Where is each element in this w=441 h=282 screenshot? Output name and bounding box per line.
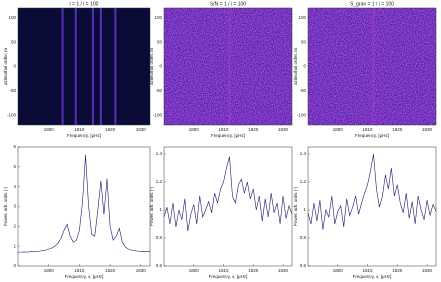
x-tick-label: 1800	[189, 268, 200, 273]
y-tick-label: 50	[301, 39, 307, 44]
y-tick-label: -100	[153, 112, 163, 117]
y-tick-label: 0.6	[156, 263, 163, 268]
y-tick-label: 0.8	[156, 235, 163, 240]
y-tick-label: -50	[299, 88, 306, 93]
y-tick-label: 1	[159, 207, 162, 212]
x-tick-label: 1800	[44, 127, 55, 132]
x-tick-label: 1830	[422, 268, 433, 273]
plot-frame	[307, 146, 437, 267]
panel-title: l = 1 / i = 100	[70, 1, 99, 7]
x-tick-label: 1810	[363, 127, 374, 132]
x-tick-label: 1820	[392, 127, 403, 132]
heatmap-background	[18, 8, 150, 125]
heatmap-ridge	[91, 8, 94, 125]
heatmap-ridge	[114, 8, 117, 125]
y-axis-label: azimuthal order, m	[3, 48, 8, 85]
y-tick-label: 1.2	[300, 179, 307, 184]
y-tick-label: 1.2	[156, 179, 163, 184]
y-tick-label: 0	[13, 64, 16, 69]
y-tick-label: 1.4	[300, 151, 307, 156]
x-axis-label: Frequency, x, [µHz]	[65, 274, 104, 279]
y-axis-label: azimuthal order, m	[149, 48, 154, 85]
x-tick-label: 1800	[333, 268, 344, 273]
y-tick-label: 0.6	[300, 263, 307, 268]
x-tick-label: 1820	[248, 127, 259, 132]
x-axis-label: Frequency, [µHz]	[211, 133, 245, 138]
y-axis-label: Power, arb. units (-)	[293, 186, 298, 226]
y-tick-label: -100	[7, 112, 17, 117]
heatmap-ridge	[99, 8, 102, 125]
x-tick-label: 1830	[136, 127, 147, 132]
y-tick-label: 100	[298, 15, 306, 20]
spectrum-line	[307, 153, 437, 230]
y-tick-label: 6	[13, 144, 16, 149]
y-tick-label: 100	[8, 15, 16, 20]
plot-frame	[17, 146, 151, 267]
spectrum-line	[18, 154, 150, 253]
y-tick-label: 1.4	[156, 151, 163, 156]
y-tick-label: -100	[297, 112, 307, 117]
y-axis-label: Power, arb. units (-)	[149, 186, 154, 226]
y-tick-label: 0	[159, 64, 162, 69]
x-axis-label: Frequency, x, [µHz]	[209, 274, 248, 279]
y-tick-label: 1	[303, 207, 306, 212]
y-tick-label: 1	[13, 243, 16, 248]
y-tick-label: 50	[11, 39, 17, 44]
heatmap-noise	[164, 8, 292, 125]
x-tick-label: 1820	[105, 127, 116, 132]
x-tick-label: 1820	[392, 268, 403, 273]
x-axis-label: Frequency, [µHz]	[355, 133, 389, 138]
x-tick-label: 1810	[74, 127, 85, 132]
panel-title: S/N = 1 / i = 100	[210, 1, 246, 7]
heatmap-ridge	[74, 8, 77, 125]
x-axis-label: Frequency, [µHz]	[67, 133, 101, 138]
x-tick-label: 1800	[333, 127, 344, 132]
x-tick-label: 1820	[248, 268, 259, 273]
x-tick-label: 1830	[136, 268, 147, 273]
y-tick-label: 0	[303, 64, 306, 69]
x-tick-label: 1810	[219, 268, 230, 273]
y-axis-label: Power, arb. units (-)	[3, 186, 8, 226]
y-tick-label: 3	[13, 204, 16, 209]
y-axis-label: azimuthal order, m	[293, 48, 298, 85]
heatmap-ridge	[228, 8, 231, 125]
x-tick-label: 1820	[105, 268, 116, 273]
x-tick-label: 1810	[219, 127, 230, 132]
y-tick-label: 4	[13, 184, 16, 189]
heatmap-ridge	[61, 8, 64, 125]
y-tick-label: 0	[13, 263, 16, 268]
spectrum-line	[163, 156, 293, 232]
y-tick-label: -50	[9, 88, 16, 93]
x-tick-label: 1810	[74, 268, 85, 273]
y-tick-label: 50	[157, 39, 163, 44]
x-tick-label: 1800	[189, 127, 200, 132]
y-tick-label: 2	[13, 224, 16, 229]
x-tick-label: 1800	[44, 268, 55, 273]
y-tick-label: 5	[13, 164, 16, 169]
x-tick-label: 1830	[278, 268, 289, 273]
plot-frame	[163, 146, 293, 267]
heatmap-noise	[308, 8, 436, 125]
x-axis-label: Frequency, x, [µHz]	[353, 274, 392, 279]
x-tick-label: 1810	[363, 268, 374, 273]
y-tick-label: -50	[155, 88, 162, 93]
x-tick-label: 1830	[422, 127, 433, 132]
y-tick-label: 100	[154, 15, 162, 20]
x-tick-label: 1830	[278, 127, 289, 132]
heatmap-ridge	[372, 8, 375, 125]
panel-title: S_gran = 1 / i = 100	[350, 1, 394, 7]
y-tick-label: 0.8	[300, 235, 307, 240]
